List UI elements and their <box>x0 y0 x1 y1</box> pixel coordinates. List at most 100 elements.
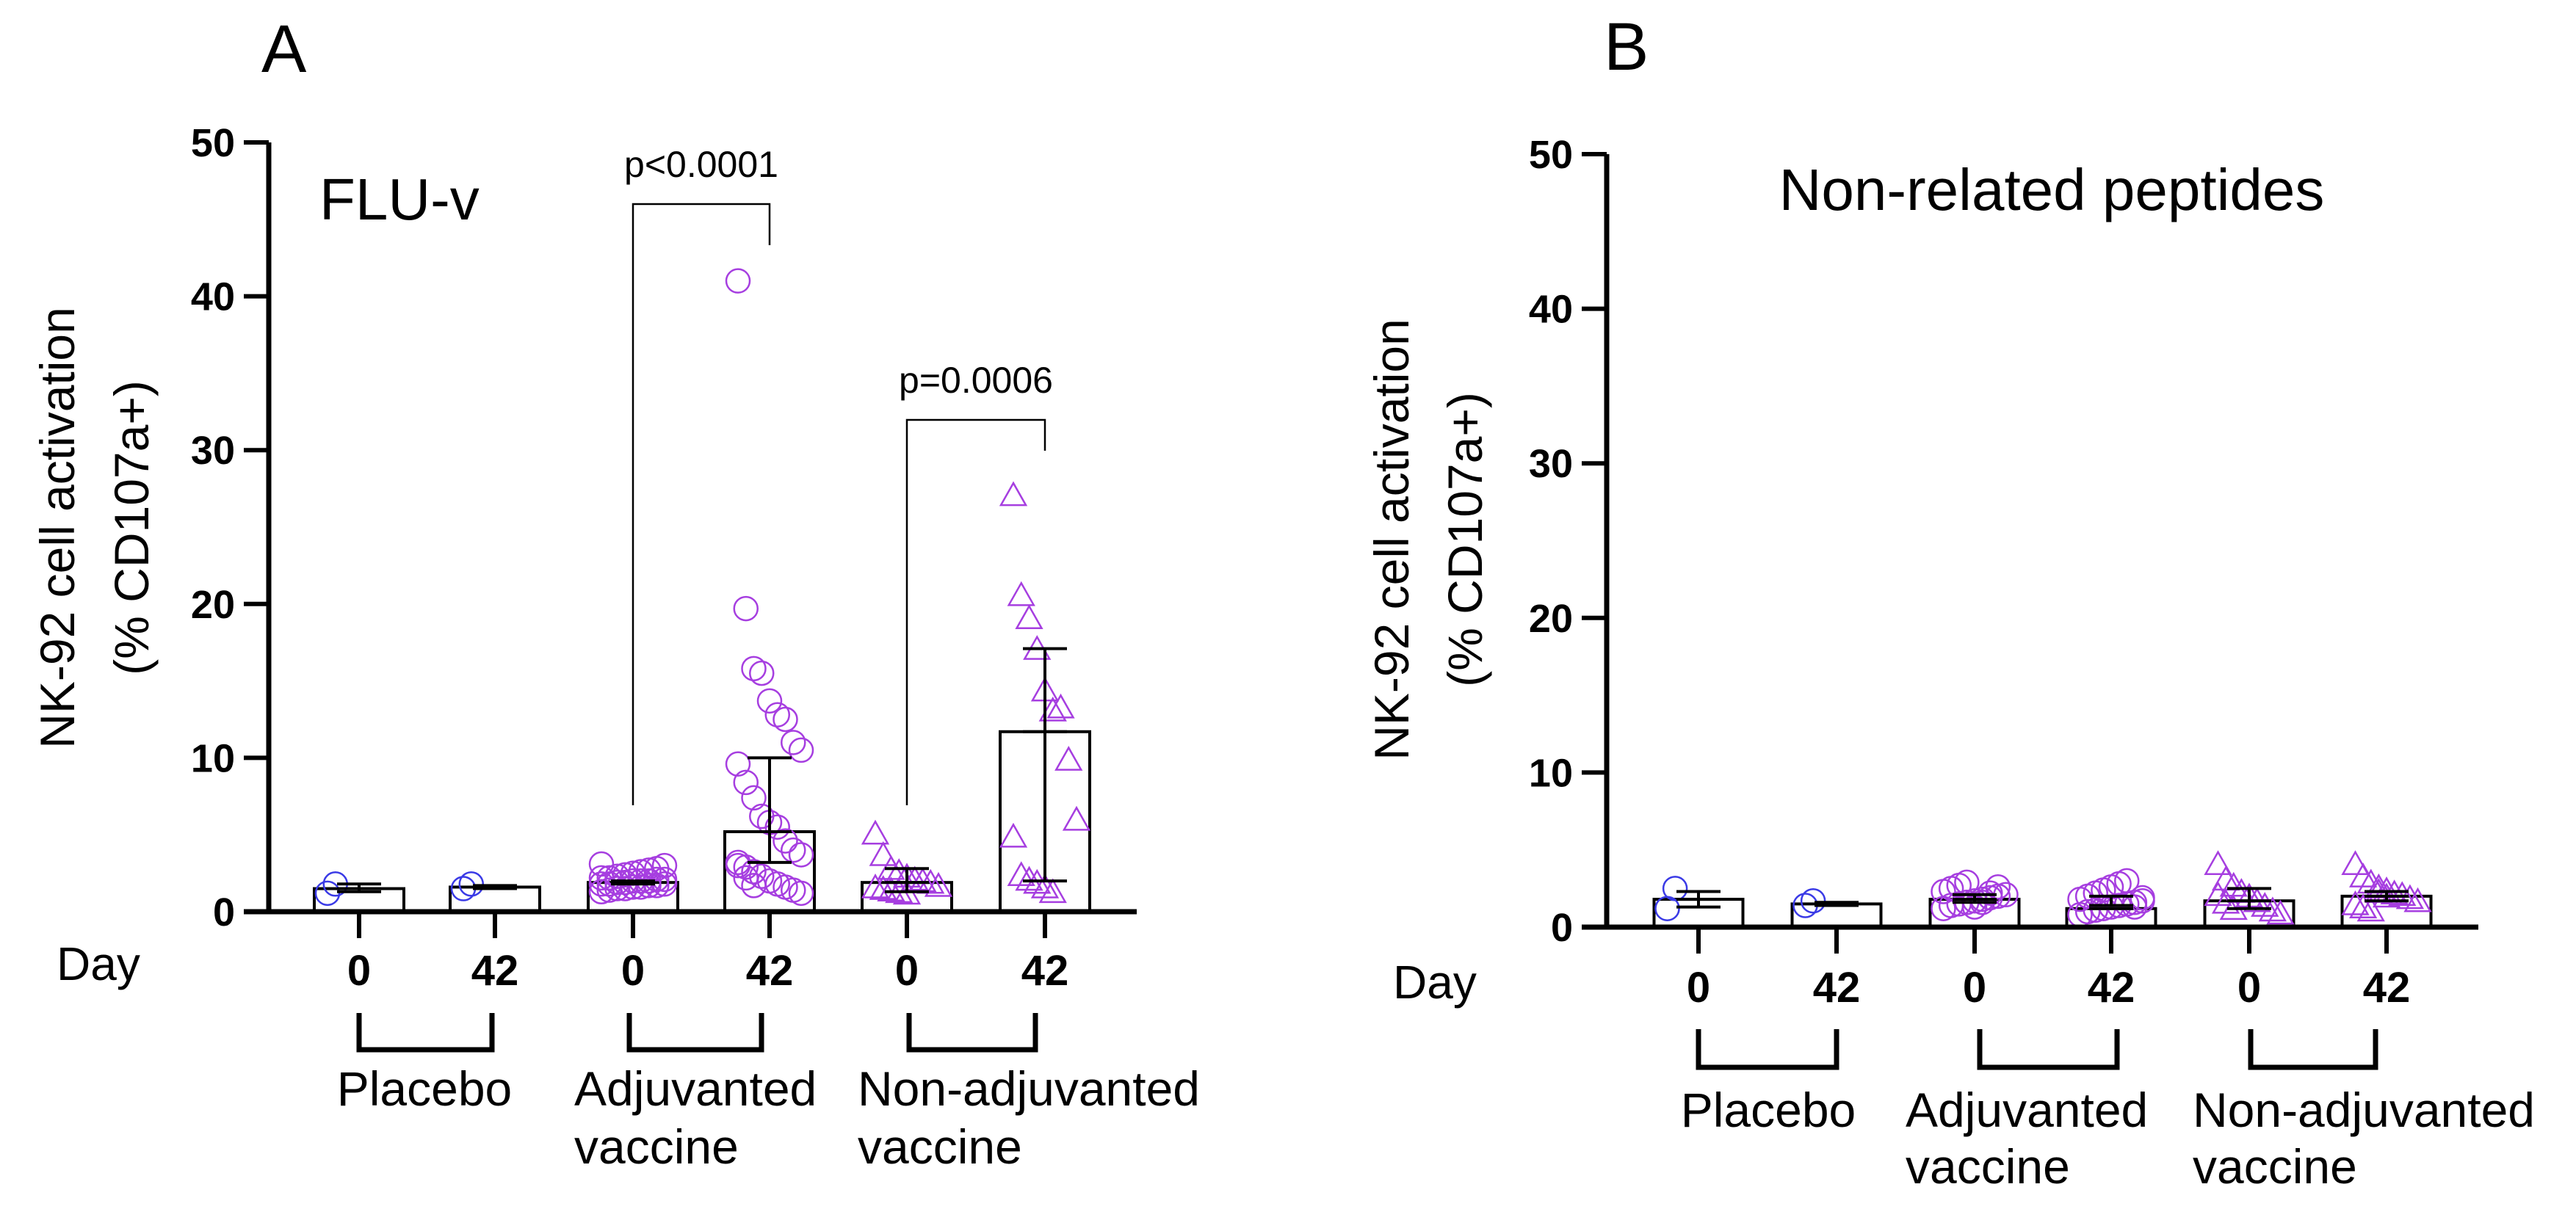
data-point <box>604 863 630 890</box>
group-label: Placebo <box>337 1061 513 1116</box>
significance-bracket <box>905 418 1046 805</box>
group-bracket <box>1977 1029 2120 1070</box>
x-tick-label: 0 <box>347 947 371 995</box>
data-point <box>869 875 897 900</box>
series-group <box>2340 850 2433 929</box>
y-axis-label-units: (% CD107a+) <box>1438 392 1492 687</box>
series-group <box>999 481 1091 913</box>
group-bracket <box>2248 1029 2378 1070</box>
bar <box>449 885 541 913</box>
data-point <box>781 730 806 755</box>
group-label: Adjuvanted <box>1906 1083 2148 1137</box>
group-label-line2: vaccine <box>1906 1139 2070 1194</box>
y-axis-label: NK-92 cell activation <box>30 307 84 749</box>
x-tick-label: 0 <box>895 947 919 995</box>
data-point <box>2121 894 2148 920</box>
y-tick-label: 20 <box>1529 597 1573 641</box>
x-tick-label: 42 <box>746 947 794 995</box>
significance-bracket <box>632 203 771 805</box>
data-point <box>788 737 814 763</box>
data-point <box>741 656 767 682</box>
x-tick-label: 42 <box>471 947 519 995</box>
data-point <box>1978 880 2003 906</box>
group-bracket <box>906 1013 1038 1053</box>
data-point <box>741 873 767 898</box>
group-label-line2: vaccine <box>2193 1139 2357 1194</box>
data-point <box>2388 881 2417 907</box>
data-point <box>764 814 790 840</box>
y-tick-label: 10 <box>1529 751 1573 795</box>
p-value-label: p<0.0001 <box>624 144 778 185</box>
data-point <box>733 865 759 891</box>
data-point <box>2130 885 2155 911</box>
x-tick-label: 0 <box>621 947 645 995</box>
x-tick-label: 0 <box>1963 964 1986 1012</box>
data-point <box>1062 805 1091 831</box>
data-point <box>877 876 905 902</box>
x-tick-label: 0 <box>1687 964 1710 1012</box>
data-point <box>764 702 790 727</box>
data-point <box>749 863 775 890</box>
group-bracket <box>1696 1029 1839 1070</box>
data-point <box>756 688 783 714</box>
data-point <box>596 865 622 891</box>
data-point <box>1662 876 1688 901</box>
x-tick-label: 0 <box>2237 964 2261 1012</box>
series-group <box>587 851 679 914</box>
data-point <box>2403 887 2432 912</box>
x-axis-label: Day <box>1393 956 1477 1009</box>
x-tick-label: 42 <box>1021 947 1069 995</box>
data-point <box>2251 892 2279 917</box>
series-group <box>1928 869 2021 929</box>
data-point <box>733 595 759 622</box>
y-tick-label: 30 <box>1529 442 1573 486</box>
series-group <box>723 268 816 914</box>
data-point <box>1007 581 1035 606</box>
series-group <box>2203 850 2295 929</box>
data-point <box>2341 850 2370 876</box>
data-point <box>1985 874 2011 900</box>
bar <box>1790 902 1883 929</box>
data-point <box>861 874 890 898</box>
panel-label: B <box>1604 10 1649 84</box>
group-label: Placebo <box>1681 1083 1856 1137</box>
data-point <box>588 851 615 877</box>
data-point <box>1038 696 1067 722</box>
group-label: Non-adjuvanted <box>2193 1083 2535 1137</box>
data-point <box>725 268 751 294</box>
data-point <box>651 852 678 879</box>
data-point <box>869 841 897 866</box>
data-point <box>999 822 1028 848</box>
data-point <box>788 842 814 868</box>
data-point <box>749 660 775 686</box>
chart-title: FLU-v <box>319 167 480 232</box>
y-axis-label: NK-92 cell activation <box>1364 319 1419 760</box>
data-point <box>1054 746 1083 771</box>
data-point <box>612 862 638 887</box>
y-tick-label: 0 <box>1551 906 1573 950</box>
x-tick-label: 42 <box>2088 964 2135 1012</box>
y-tick-label: 20 <box>191 583 235 627</box>
series-group <box>449 871 541 913</box>
panel-b: B Non-related peptides NK-92 cell activati… <box>1364 10 2535 1194</box>
group-bracket <box>626 1013 764 1053</box>
data-point <box>2356 896 2385 922</box>
y-tick-label: 0 <box>213 890 235 934</box>
data-point <box>2348 893 2378 918</box>
data-point <box>314 880 341 907</box>
y-tick-label: 40 <box>191 275 235 319</box>
series-group <box>1652 876 1745 929</box>
x-tick-label: 42 <box>2363 964 2411 1012</box>
data-point <box>900 865 929 891</box>
data-point <box>2348 863 2378 887</box>
y-tick-label: 10 <box>191 736 235 780</box>
data-point <box>2266 899 2295 925</box>
series-group <box>861 819 953 914</box>
y-tick-label: 40 <box>1529 288 1573 332</box>
data-point <box>1030 874 1060 898</box>
x-axis-label: Day <box>57 937 140 990</box>
data-point <box>733 854 759 880</box>
series-group <box>313 871 405 914</box>
chart-title: Non-related peptides <box>1779 157 2325 222</box>
